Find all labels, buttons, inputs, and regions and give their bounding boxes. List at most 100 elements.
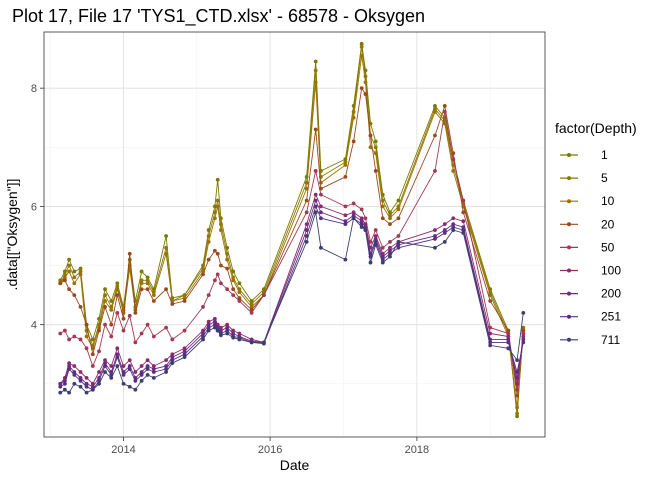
data-point: [115, 284, 120, 289]
data-point: [313, 198, 318, 203]
y-axis: 4 6 8: [31, 83, 44, 332]
data-point: [219, 328, 223, 333]
y-tick-label: 6: [31, 201, 37, 213]
data-point: [363, 216, 368, 221]
data-point: [433, 104, 437, 108]
data-point: [72, 334, 77, 339]
data-point: [506, 340, 511, 345]
x-tick-label: 2018: [405, 444, 429, 456]
data-point: [396, 239, 401, 244]
data-point: [182, 328, 187, 333]
data-point: [461, 198, 466, 203]
data-point: [343, 204, 348, 209]
data-point: [212, 278, 217, 283]
data-point: [219, 263, 223, 268]
data-point: [67, 361, 72, 365]
data-point: [84, 384, 89, 389]
data-point: [396, 245, 401, 250]
data-point: [151, 364, 156, 368]
data-point: [151, 367, 156, 371]
data-point: [121, 373, 126, 377]
legend-label: 10: [601, 194, 615, 208]
data-point: [115, 310, 120, 315]
data-point: [359, 41, 364, 46]
data-point: [451, 169, 456, 173]
data-point: [219, 325, 223, 330]
data-point: [506, 334, 511, 339]
data-point: [78, 384, 83, 389]
data-point: [133, 378, 138, 383]
data-point: [515, 393, 519, 398]
data-point: [451, 216, 456, 221]
data-point: [433, 228, 437, 232]
data-point: [212, 216, 217, 221]
data-point: [442, 121, 447, 126]
data-point: [521, 310, 526, 315]
data-point: [97, 370, 101, 374]
data-point: [515, 370, 519, 374]
data-point: [109, 334, 114, 339]
data-point: [84, 381, 89, 386]
data-point: [72, 373, 77, 377]
data-point: [67, 367, 72, 371]
data-point: [115, 355, 120, 360]
data-point: [133, 387, 138, 392]
data-point: [139, 331, 144, 336]
data-point: [145, 278, 150, 283]
data-point: [313, 204, 318, 209]
data-point: [433, 133, 437, 138]
legend-key-point: [567, 291, 571, 296]
data-point: [433, 109, 437, 114]
chart-title: Plot 17, File 17 'TYS1_CTD.xlsx' - 68578…: [12, 6, 426, 26]
data-point: [115, 293, 120, 298]
data-point: [67, 337, 72, 342]
data-point: [151, 299, 156, 303]
data-point: [237, 299, 242, 303]
data-point: [521, 334, 526, 339]
data-point: [249, 302, 254, 306]
data-point: [84, 322, 89, 327]
data-point: [127, 313, 132, 318]
data-point: [249, 299, 254, 303]
data-point: [103, 293, 107, 298]
data-point: [58, 390, 63, 395]
data-point: [182, 355, 187, 360]
data-point: [343, 174, 348, 179]
data-point: [461, 228, 466, 232]
data-point: [351, 201, 356, 206]
legend-key-point: [567, 153, 571, 157]
data-point: [182, 349, 187, 354]
legend-item: 5: [560, 171, 608, 185]
data-point: [359, 219, 364, 224]
legend-item: 1: [560, 148, 608, 162]
data-point: [373, 234, 378, 238]
data-point: [145, 287, 150, 292]
data-point: [442, 222, 447, 227]
y-axis-title: .data[["Oksygen"]]: [4, 179, 20, 291]
data-point: [433, 237, 437, 241]
data-point: [215, 204, 220, 209]
y-tick-label: 4: [31, 320, 37, 332]
data-point: [201, 337, 205, 342]
data-point: [433, 106, 437, 111]
data-point: [103, 305, 107, 309]
legend-label: 5: [601, 171, 608, 185]
data-point: [359, 53, 364, 58]
legend: factor(Depth) 1 5 10 20 50 100 200 251 711: [555, 120, 637, 347]
data-point: [380, 216, 385, 221]
data-point: [170, 352, 175, 357]
series-line: [59, 43, 524, 417]
data-point: [62, 278, 67, 283]
data-point: [84, 375, 89, 380]
data-point: [313, 68, 318, 73]
data-point: [90, 387, 95, 392]
data-point: [109, 307, 114, 312]
legend-key-point: [567, 199, 571, 204]
data-point: [145, 364, 150, 368]
data-point: [237, 296, 242, 300]
data-point: [67, 263, 72, 268]
data-point: [212, 248, 217, 253]
data-point: [206, 239, 211, 244]
data-point: [388, 239, 392, 244]
data-point: [67, 287, 72, 292]
